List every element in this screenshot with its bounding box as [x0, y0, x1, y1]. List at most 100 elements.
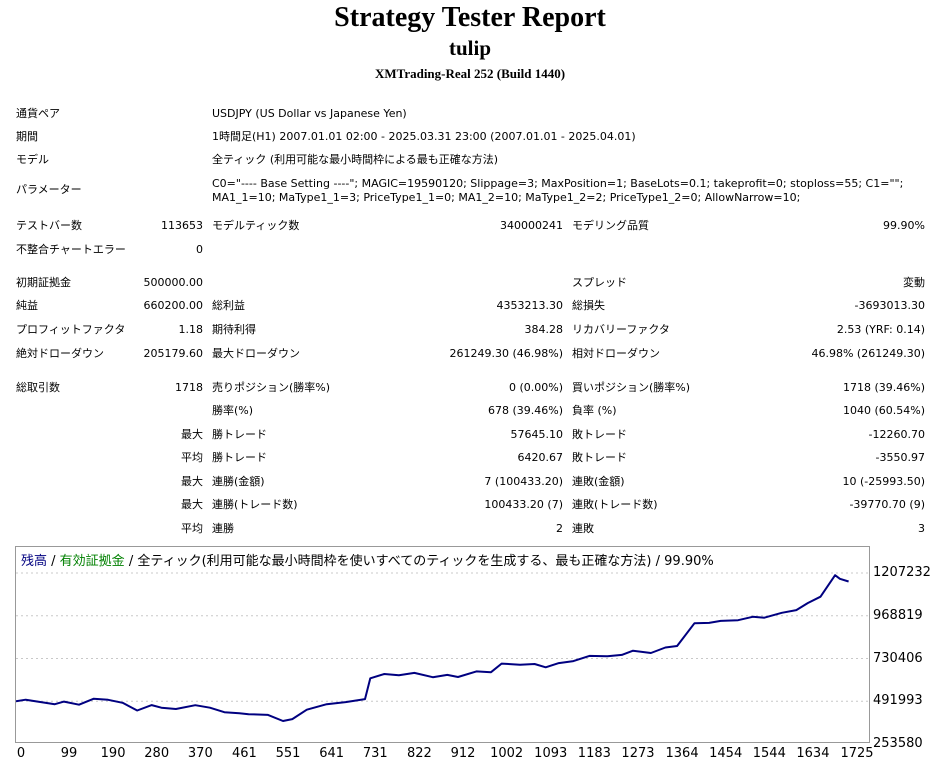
x-tick-label: 1634 — [796, 746, 830, 761]
mismatch-label: 不整合チャートエラー — [16, 243, 126, 256]
period-value: 1時間足(H1) 2007.01.01 02:00 - 2025.03.31 2… — [212, 130, 636, 143]
deposit-label: 初期証拠金 — [16, 276, 71, 289]
average-loss-label: 敗トレード — [572, 451, 627, 464]
model-label: モデル — [16, 153, 49, 166]
win-rate-value: 678 (39.46%) — [487, 404, 563, 417]
long-positions-value: 1718 (39.46%) — [842, 381, 925, 394]
ticks-label: モデルティック数 — [212, 219, 300, 232]
gross-profit-label: 総利益 — [212, 299, 245, 312]
expert-name: tulip — [448, 36, 492, 60]
bars-value: 113653 — [161, 219, 203, 232]
chart-legend: 残高 / 有効証拠金 / 全ティック(利用可能な最小時間枠を使いすべてのティック… — [21, 550, 714, 569]
legend-separator: / — [47, 554, 60, 569]
x-tick-label: 190 — [100, 746, 126, 761]
consec-loss-trades-label: 連敗(トレード数) — [572, 498, 658, 511]
x-tick-label: 1183 — [577, 746, 611, 761]
consec-loss-amount-value: 10 (-25993.50) — [842, 475, 925, 488]
short-positions-value: 0 (0.00%) — [508, 381, 563, 394]
x-tick-label: 370 — [187, 746, 213, 761]
y-tick-label: 253580 — [873, 736, 923, 751]
loss-rate-value: 1040 (60.54%) — [842, 404, 925, 417]
legend-model: 全ティック(利用可能な最小時間枠を使いすべてのティックを生成する、最も正確な方法… — [137, 554, 652, 569]
x-tick-label: 731 — [362, 746, 388, 761]
avg-consec-label: 平均 — [181, 522, 203, 535]
legend-balance: 残高 — [21, 554, 48, 569]
relative-drawdown-value: 46.98% (261249.30) — [811, 347, 925, 360]
params-line-1: C0="---- Base Setting ----"; MAGIC=19590… — [212, 177, 904, 190]
x-tick-label: 1454 — [709, 746, 743, 761]
x-tick-label: 551 — [275, 746, 301, 761]
x-tick-label: 822 — [406, 746, 432, 761]
x-tick-label: 461 — [232, 746, 257, 761]
legend-separator: / — [651, 554, 665, 569]
gross-loss-value: -3693013.30 — [854, 299, 925, 312]
average-win-value: 6420.67 — [517, 451, 564, 464]
x-tick-label: 641 — [319, 746, 345, 761]
max-consec-amount-label: 最大 — [181, 475, 203, 488]
quality-value: 99.90% — [883, 219, 925, 232]
largest-win-label: 勝トレード — [212, 428, 267, 441]
absolute-drawdown-label: 絶対ドローダウン — [16, 347, 104, 360]
ticks-value: 340000241 — [500, 219, 563, 232]
y-tick-label: 730406 — [873, 650, 923, 666]
relative-drawdown-label: 相対ドローダウン — [572, 347, 660, 360]
avg-consec-loss-value: 3 — [918, 522, 925, 535]
consec-loss-trades-value: -39770.70 (9) — [849, 498, 925, 511]
x-tick-label: 1725 — [840, 746, 874, 761]
profit-factor-label: プロフィットファクタ — [16, 323, 126, 336]
absolute-drawdown-value: 205179.60 — [143, 347, 204, 360]
deposit-value: 500000.00 — [143, 276, 204, 289]
largest-loss-value: -12260.70 — [868, 428, 925, 441]
quality-label: モデリング品質 — [572, 219, 649, 232]
loss-rate-label: 負率 (%) — [572, 404, 617, 417]
expected-payoff-value: 384.28 — [524, 323, 564, 336]
largest-loss-label: 敗トレード — [572, 428, 627, 441]
legend-equity: 有効証拠金 — [59, 554, 125, 569]
gross-loss-label: 総損失 — [572, 299, 605, 312]
consec-win-trades-label: 連勝(トレード数) — [212, 498, 298, 511]
balance-chart-plot — [16, 572, 869, 722]
maximal-drawdown-value: 261249.30 (46.98%) — [449, 347, 563, 360]
legend-quality: 99.90% — [664, 554, 714, 569]
x-tick-label: 280 — [144, 746, 170, 761]
balance-series-line — [16, 574, 849, 722]
maximal-drawdown-label: 最大ドローダウン — [212, 347, 300, 360]
avg-consec-win-value: 2 — [556, 522, 563, 535]
period-label: 期間 — [16, 130, 38, 143]
profit-factor-value: 1.18 — [178, 323, 204, 336]
max-consec-trades-label: 最大 — [181, 498, 203, 511]
total-trades-value: 1718 — [175, 381, 203, 394]
x-tick-label: 1544 — [752, 746, 786, 761]
mismatch-value: 0 — [196, 243, 203, 256]
expected-payoff-label: 期待利得 — [212, 323, 256, 336]
average-win-label: 勝トレード — [212, 451, 267, 464]
short-positions-label: 売りポジション(勝率%) — [212, 381, 331, 394]
y-tick-label: 968819 — [873, 607, 923, 623]
recovery-factor-value: 2.53 (YRF: 0.14) — [836, 323, 925, 336]
x-tick-label: 1273 — [621, 746, 655, 761]
avg-consec-loss-label: 連敗 — [572, 522, 594, 535]
consec-win-trades-value: 100433.20 (7) — [484, 498, 563, 511]
consec-win-amount-label: 連勝(金額) — [212, 475, 265, 488]
x-tick-label: 1002 — [490, 746, 524, 761]
x-tick-label: 912 — [450, 746, 476, 761]
x-tick-label: 99 — [60, 746, 78, 761]
balance-chart — [15, 546, 870, 743]
average-label: 平均 — [181, 451, 203, 464]
x-tick-label: 0 — [16, 746, 26, 761]
net-profit-label: 純益 — [16, 299, 38, 312]
consec-loss-amount-label: 連敗(金額) — [572, 475, 625, 488]
y-tick-label: 491993 — [873, 693, 923, 709]
x-tick-label: 1093 — [534, 746, 568, 761]
total-trades-label: 総取引数 — [16, 381, 60, 394]
bars-label: テストバー数 — [16, 219, 82, 232]
report-title: Strategy Tester Report — [334, 2, 606, 33]
long-positions-label: 買いポジション(勝率%) — [572, 381, 691, 394]
net-profit-value: 660200.00 — [143, 299, 204, 312]
largest-label: 最大 — [181, 428, 203, 441]
params-label: パラメーター — [16, 183, 82, 196]
recovery-factor-label: リカバリーファクタ — [572, 323, 670, 336]
largest-win-value: 57645.10 — [510, 428, 564, 441]
x-tick-label: 1364 — [665, 746, 699, 761]
gross-profit-value: 4353213.30 — [496, 299, 563, 312]
